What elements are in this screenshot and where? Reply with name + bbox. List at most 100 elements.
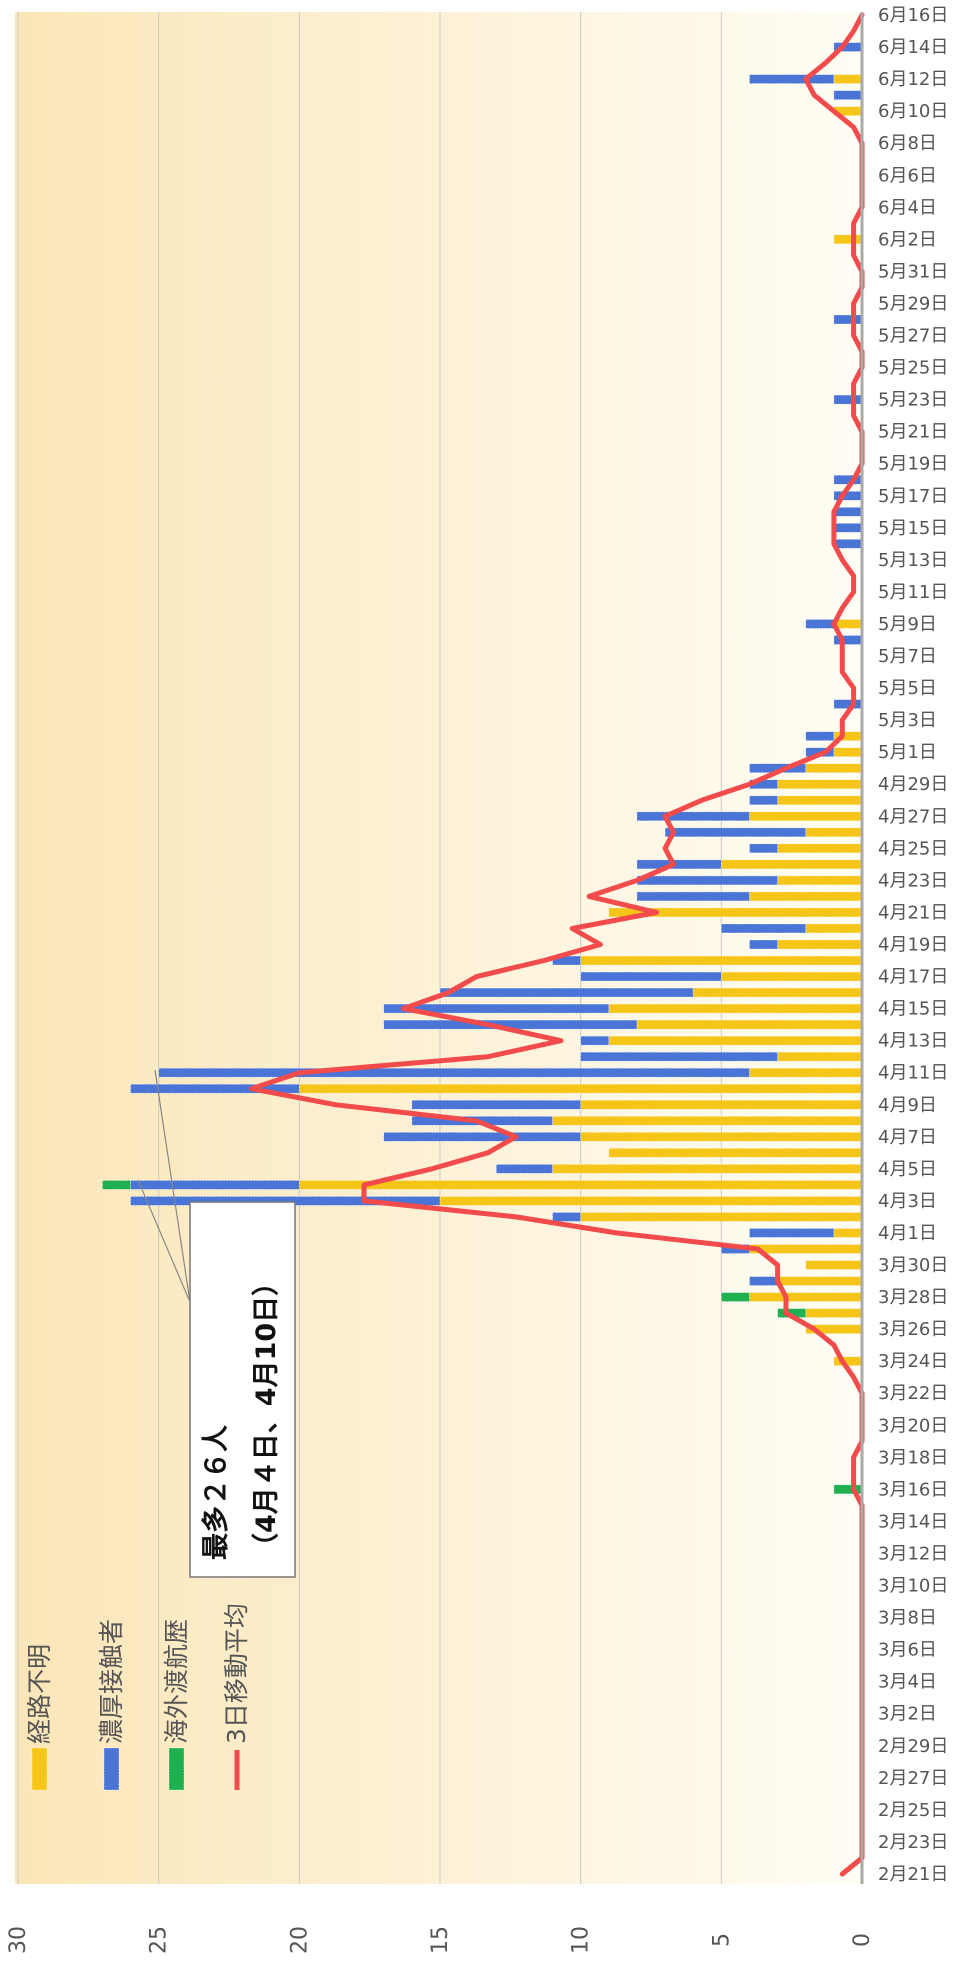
category-tick-label: 5月11日 [878, 582, 948, 603]
bar-segment [749, 1244, 863, 1254]
bar-segment [608, 1148, 863, 1158]
bar-segment [721, 859, 863, 870]
category-tick-label: 5月3日 [878, 710, 937, 731]
category-tick-label: 5月9日 [878, 614, 937, 635]
category-tick-label: 4月19日 [878, 935, 948, 956]
category-tick-label: 2月23日 [878, 1832, 948, 1853]
category-tick-label: 3月22日 [878, 1383, 948, 1404]
legend-entry: 3日移動平均 [222, 1603, 251, 1790]
legend-entry: 濃厚接触者 [97, 1619, 126, 1791]
category-tick-label: 4月17日 [878, 967, 948, 988]
bar-segment [664, 827, 807, 838]
bar-segment [552, 1212, 581, 1222]
category-tick-label: 3月12日 [878, 1543, 948, 1564]
category-tick-label: 6月6日 [878, 165, 937, 186]
category-tick-label: 4月23日 [878, 870, 948, 891]
bar-segment [805, 827, 863, 838]
value-tick-labels: 0 5 10 15 20 25 30 [6, 1926, 875, 1954]
bar-segment [777, 875, 863, 886]
category-tick-label: 3月24日 [878, 1351, 948, 1372]
bar-segment [833, 490, 863, 501]
category-tick-label: 5月31日 [878, 261, 948, 282]
value-tick-label: 5 [709, 1933, 734, 1947]
bar-segment [580, 1035, 610, 1046]
bar-segment [833, 90, 863, 100]
category-tick-label: 3月10日 [878, 1576, 948, 1597]
category-tick-label: 5月21日 [878, 422, 948, 443]
bar-segment [805, 763, 863, 774]
bar-segment [692, 987, 863, 998]
value-tick-label: 25 [147, 1926, 172, 1954]
bar-segment [721, 1244, 750, 1254]
value-tick-label: 10 [569, 1926, 594, 1954]
legend-label: 海外渡航歴 [162, 1619, 191, 1744]
bar-segment [580, 1132, 863, 1142]
bar-segment [749, 1276, 778, 1286]
bar-segment [636, 811, 750, 822]
category-tick-label: 4月1日 [878, 1223, 937, 1244]
bar-segment [552, 1164, 863, 1174]
category-tick-labels: 2月21日 2月23日 2月25日 2月27日 2月29日 3月2日 3月4日 3月6日 3月8… [878, 5, 948, 1885]
bar-segment [130, 1083, 300, 1094]
category-tick-label: 3月8日 [878, 1608, 937, 1629]
category-tick-label: 4月21日 [878, 902, 948, 923]
category-tick-label: 3月16日 [878, 1479, 948, 1500]
bar-segment [383, 1132, 581, 1142]
category-tick-label: 5月29日 [878, 293, 948, 314]
category-tick-label: 4月11日 [878, 1063, 948, 1084]
bar-segment [749, 811, 863, 822]
bar-segment [833, 635, 863, 645]
bar-segment [833, 523, 863, 533]
bar-segment [749, 1292, 863, 1302]
bar-segment [299, 1083, 863, 1094]
bar-segment [777, 795, 863, 806]
category-tick-label: 6月14日 [878, 37, 948, 58]
bar-segment [383, 1019, 638, 1030]
bar-segment [805, 1260, 863, 1270]
category-tick-label: 4月13日 [878, 1031, 948, 1052]
legend-swatch [103, 1747, 120, 1791]
legend: 経路不明 濃厚接触者 海外渡航歴 3日移動平均 [25, 1603, 251, 1791]
bar-segment [749, 1067, 863, 1078]
category-tick-label: 5月19日 [878, 454, 948, 475]
bar-segment [608, 907, 863, 918]
bar-segment [580, 1099, 863, 1110]
bar-segment [102, 1180, 131, 1190]
bar-segment [608, 1003, 863, 1014]
bar-segment [833, 699, 863, 709]
category-tick-label: 5月13日 [878, 550, 948, 571]
category-tick-label: 2月27日 [878, 1768, 948, 1789]
bar-segment [411, 1099, 581, 1110]
category-tick-label: 6月16日 [878, 5, 948, 26]
bar-segment [721, 1292, 750, 1302]
bar-segment [383, 1003, 610, 1014]
category-tick-label: 5月17日 [878, 486, 948, 507]
bar-segment [833, 42, 863, 52]
callout-line-2: （4月４日、4月10日） [251, 1269, 282, 1560]
bar-segment [777, 1276, 863, 1286]
category-tick-label: 3月6日 [878, 1640, 937, 1661]
bar-segment [439, 987, 694, 998]
category-tick-label: 4月27日 [878, 806, 948, 827]
category-tick-label: 3月26日 [878, 1319, 948, 1340]
category-tick-label: 3月4日 [878, 1672, 937, 1693]
category-tick-label: 6月12日 [878, 69, 948, 90]
category-tick-label: 3月28日 [878, 1287, 948, 1308]
legend-entry: 海外渡航歴 [162, 1619, 191, 1791]
category-tick-label: 3月20日 [878, 1415, 948, 1436]
bar-segment [833, 747, 863, 757]
bar-segment [636, 891, 750, 902]
bar-segment [749, 1228, 835, 1238]
bar-segment [580, 955, 863, 966]
value-tick-label: 15 [428, 1926, 453, 1954]
category-tick-label: 4月5日 [878, 1159, 937, 1180]
bar-segment [805, 923, 863, 934]
bar-segment [580, 1212, 863, 1222]
callout-leader-line [154, 1069, 191, 1303]
callout-leader-line [137, 1179, 191, 1303]
category-tick-label: 6月10日 [878, 101, 948, 122]
bar-segment [833, 234, 863, 245]
category-tick-label: 3月30日 [878, 1255, 948, 1276]
bar-segment [636, 875, 778, 886]
